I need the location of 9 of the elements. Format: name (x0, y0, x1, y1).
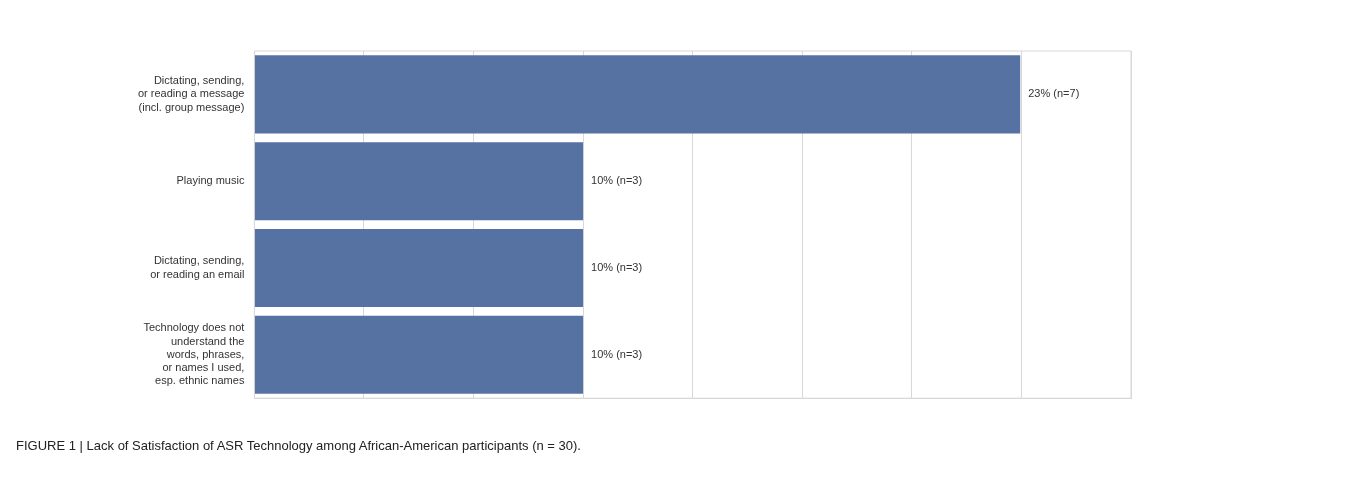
data-label: 10% (n=3) (591, 347, 643, 360)
y-tick-label: Playing music (176, 174, 245, 187)
y-tick-label: Dictating, sending, or reading a message (incl. group message) (137, 74, 245, 113)
data-label: 10% (n=3) (591, 174, 643, 187)
caption: FIGURE 1 | Lack of Satisfaction of ASR Technology among African-American participants (n = 30). (16, 438, 582, 453)
data-label: 10% (n=3) (591, 261, 643, 274)
data-label: 23% (n=7) (1028, 87, 1080, 100)
y-tick-label: Dictating, sending, or reading an email (150, 254, 245, 280)
y-tick-label: Technology does not understand the words, phrases, or names I used, esp. ethnic names (143, 321, 245, 387)
